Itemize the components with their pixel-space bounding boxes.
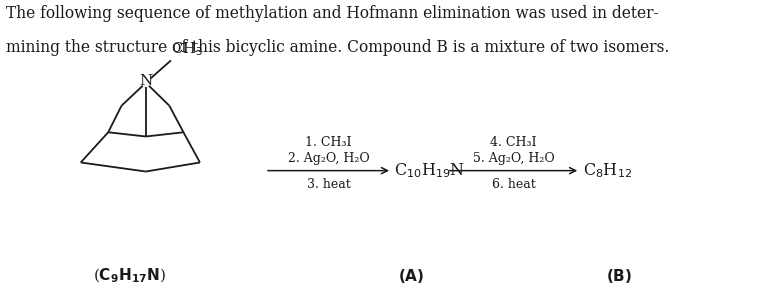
- Text: 4. CH₃I
5. Ag₂O, H₂O: 4. CH₃I 5. Ag₂O, H₂O: [473, 136, 554, 165]
- Text: N: N: [140, 74, 152, 88]
- Text: C$_8$H$_{12}$: C$_8$H$_{12}$: [583, 161, 632, 180]
- Text: The following sequence of methylation and Hofmann elimination was used in deter-: The following sequence of methylation an…: [6, 5, 659, 21]
- Text: CH$_3$: CH$_3$: [171, 40, 202, 58]
- Text: 1. CH₃I
2. Ag₂O, H₂O: 1. CH₃I 2. Ag₂O, H₂O: [288, 136, 369, 165]
- Text: ($\mathbf{C_9H_{17}N}$): ($\mathbf{C_9H_{17}N}$): [93, 267, 166, 285]
- Text: $\mathbf{(A)}$: $\mathbf{(A)}$: [398, 267, 425, 285]
- Text: C$_{10}$H$_{19}$N: C$_{10}$H$_{19}$N: [394, 161, 466, 180]
- Text: 3. heat: 3. heat: [307, 178, 350, 191]
- Text: mining the structure of this bicyclic amine. Compound B is a mixture of two isom: mining the structure of this bicyclic am…: [6, 39, 670, 56]
- Text: 6. heat: 6. heat: [492, 178, 535, 191]
- Text: $\mathbf{(B)}$: $\mathbf{(B)}$: [606, 267, 633, 285]
